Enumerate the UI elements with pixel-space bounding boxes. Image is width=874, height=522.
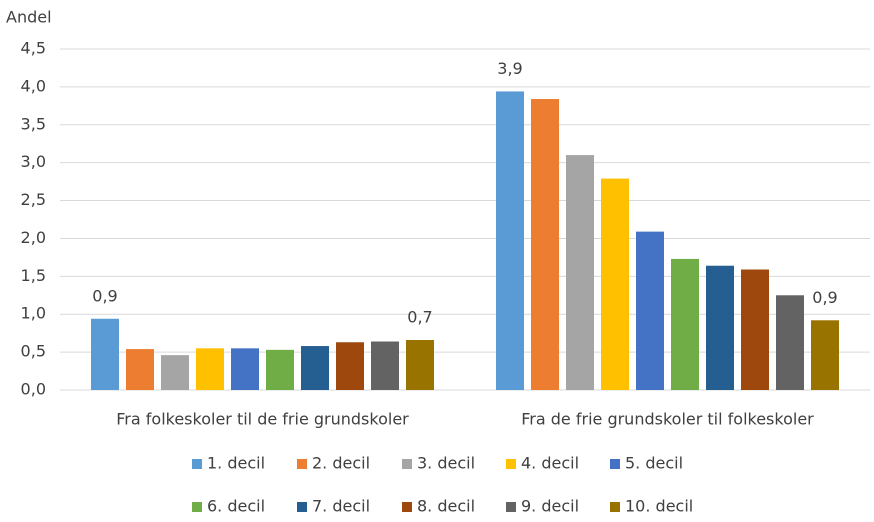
bar xyxy=(636,231,664,390)
bar xyxy=(231,348,259,390)
legend-label: 3. decil xyxy=(417,454,475,473)
data-label: 0,9 xyxy=(92,286,117,305)
y-tick-label: 2,5 xyxy=(21,190,46,209)
y-tick-label: 1,0 xyxy=(21,304,46,323)
legend-label: 7. decil xyxy=(312,497,370,516)
x-tick-label: Fra folkeskoler til de frie grundskoler xyxy=(116,410,409,429)
legend-swatch xyxy=(402,459,412,469)
bar xyxy=(811,320,839,390)
bar xyxy=(496,91,524,391)
bar xyxy=(406,339,434,390)
bar xyxy=(371,341,399,390)
y-tick-label: 3,0 xyxy=(21,152,46,171)
legend-swatch xyxy=(297,502,307,512)
bar xyxy=(266,349,294,390)
legend-label: 4. decil xyxy=(521,454,579,473)
legend-label: 2. decil xyxy=(312,454,370,473)
legend-swatch xyxy=(506,502,516,512)
legend-label: 10. decil xyxy=(625,497,693,516)
bar xyxy=(531,99,559,390)
legend-swatch xyxy=(192,459,202,469)
legend-label: 6. decil xyxy=(207,497,265,516)
legend-swatch xyxy=(192,502,202,512)
legend-label: 8. decil xyxy=(417,497,475,516)
bar xyxy=(91,318,119,390)
bar xyxy=(301,346,329,390)
data-label: 3,9 xyxy=(497,59,522,78)
bar xyxy=(161,355,189,390)
bar xyxy=(741,269,769,390)
bar xyxy=(196,348,224,390)
y-tick-label: 2,0 xyxy=(21,228,46,247)
bar xyxy=(671,258,699,390)
x-tick-label: Fra de frie grundskoler til folkeskoler xyxy=(521,410,814,429)
bar xyxy=(776,295,804,390)
legend-swatch xyxy=(610,459,620,469)
legend-label: 9. decil xyxy=(521,497,579,516)
y-tick-label: 3,5 xyxy=(21,114,46,133)
legend-swatch xyxy=(610,502,620,512)
bar xyxy=(601,178,629,390)
y-tick-label: 4,0 xyxy=(21,76,46,95)
y-tick-label: 4,5 xyxy=(21,39,46,58)
legend-label: 5. decil xyxy=(625,454,683,473)
y-tick-label: 0,5 xyxy=(21,342,46,361)
bar xyxy=(706,265,734,390)
bar xyxy=(126,349,154,390)
y-tick-label: 0,0 xyxy=(21,380,46,399)
legend-swatch xyxy=(506,459,516,469)
y-tick-label: 1,5 xyxy=(21,266,46,285)
y-axis-label: Andel xyxy=(6,8,52,27)
data-label: 0,7 xyxy=(407,307,432,326)
legend-swatch xyxy=(297,459,307,469)
bar xyxy=(566,155,594,390)
legend-label: 1. decil xyxy=(207,454,265,473)
legend-swatch xyxy=(402,502,412,512)
bar xyxy=(336,342,364,390)
data-label: 0,9 xyxy=(812,288,837,307)
